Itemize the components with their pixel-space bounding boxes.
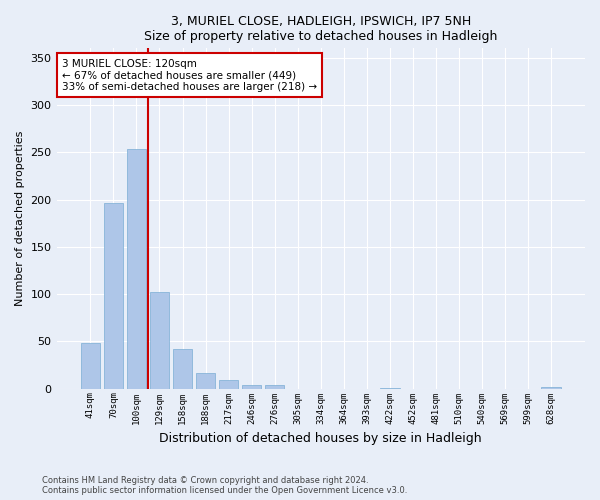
Bar	[242, 385, 262, 388]
Bar	[173, 349, 193, 389]
Bar	[196, 372, 215, 388]
Title: 3, MURIEL CLOSE, HADLEIGH, IPSWICH, IP7 5NH
Size of property relative to detache: 3, MURIEL CLOSE, HADLEIGH, IPSWICH, IP7 …	[144, 15, 497, 43]
X-axis label: Distribution of detached houses by size in Hadleigh: Distribution of detached houses by size …	[160, 432, 482, 445]
Y-axis label: Number of detached properties: Number of detached properties	[15, 131, 25, 306]
Text: 3 MURIEL CLOSE: 120sqm
← 67% of detached houses are smaller (449)
33% of semi-de: 3 MURIEL CLOSE: 120sqm ← 67% of detached…	[62, 58, 317, 92]
Bar	[127, 150, 146, 388]
Bar	[541, 386, 561, 388]
Bar	[265, 385, 284, 388]
Bar	[149, 292, 169, 388]
Bar	[219, 380, 238, 388]
Bar	[104, 204, 123, 388]
Bar	[80, 344, 100, 388]
Text: Contains HM Land Registry data © Crown copyright and database right 2024.
Contai: Contains HM Land Registry data © Crown c…	[42, 476, 407, 495]
